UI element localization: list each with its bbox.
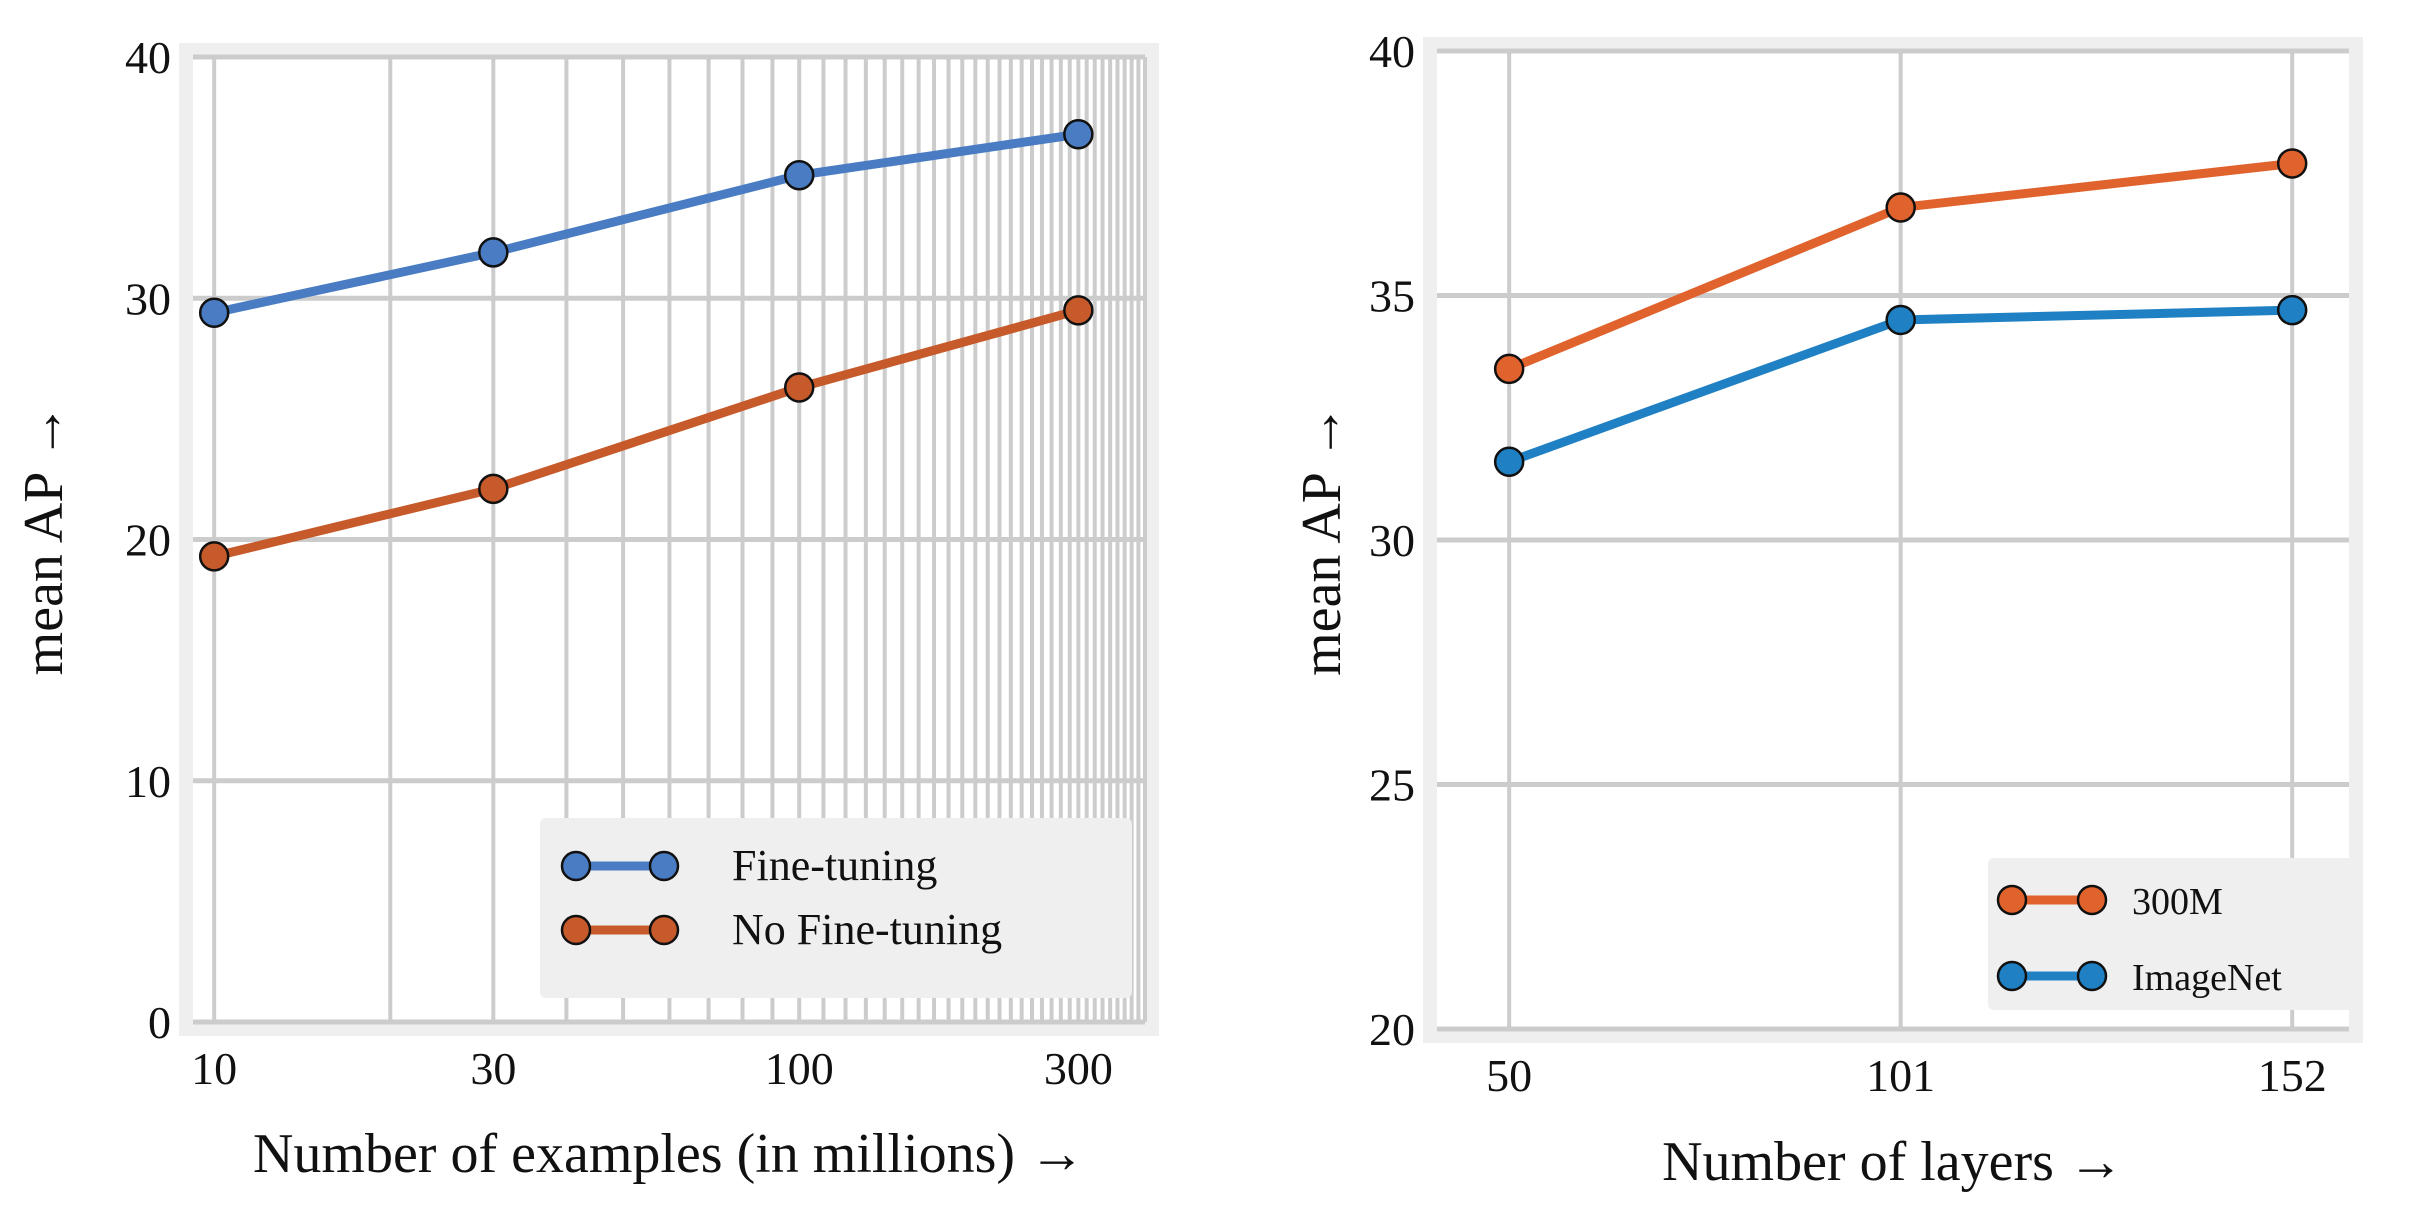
y-tick-label: 30	[125, 273, 171, 324]
data-point	[478, 237, 509, 268]
x-axis-label: Number of layers →	[1662, 1131, 2124, 1193]
legend-marker	[1996, 960, 2028, 992]
y-tick-label: 0	[148, 997, 171, 1048]
y-tick-label: 35	[1369, 271, 1415, 322]
chart-panel-2: 20 25 30 35 40 50 101 152 Number of layers → mean…	[1291, 26, 2363, 1193]
legend: Fine-tuning No Fine-tuning	[540, 818, 1132, 998]
data-point	[2276, 148, 2308, 179]
legend-marker	[2076, 960, 2108, 992]
data-point	[1063, 295, 1094, 326]
y-tick-label: 40	[125, 32, 171, 83]
legend-box	[540, 818, 1132, 998]
y-tick-label: 10	[125, 756, 171, 807]
y-tick-label: 30	[1369, 515, 1415, 566]
data-point	[2276, 294, 2308, 326]
data-point	[1493, 446, 1525, 478]
legend-marker	[2076, 884, 2108, 916]
series-line-no-fine-tuning	[213, 305, 1080, 561]
x-tick-label: 101	[1866, 1050, 1935, 1101]
x-tick-label: 10	[191, 1043, 237, 1094]
legend-marker	[1996, 884, 2028, 916]
legend-label: No Fine-tuning	[732, 905, 1002, 954]
series-line-fine-tuning	[213, 129, 1079, 318]
data-point	[783, 372, 815, 403]
legend: 300M ImageNet	[1988, 858, 2358, 1010]
data-point	[478, 473, 509, 505]
legend-label: Fine-tuning	[732, 841, 937, 890]
legend-label: 300M	[2132, 881, 2223, 923]
y-tick-label: 40	[1369, 26, 1415, 77]
data-point	[198, 541, 230, 572]
y-axis-label: mean AP →	[13, 404, 75, 676]
x-tick-label: 300	[1044, 1043, 1113, 1094]
x-tick-label: 50	[1486, 1050, 1532, 1101]
legend-label: ImageNet	[2132, 957, 2282, 999]
data-point	[783, 159, 815, 191]
legend-marker	[560, 850, 592, 882]
y-tick-label: 20	[125, 515, 171, 566]
data-point	[1885, 192, 1916, 223]
data-point	[198, 297, 230, 328]
x-tick-label: 152	[2258, 1050, 2327, 1101]
legend-marker	[560, 914, 592, 946]
legend-marker	[648, 850, 680, 882]
x-tick-label: 30	[470, 1043, 516, 1094]
x-axis-label: Number of examples (in millions) →	[253, 1123, 1085, 1185]
legend-marker	[648, 914, 680, 946]
y-tick-label: 25	[1369, 760, 1415, 811]
data-point	[1493, 353, 1525, 385]
x-tick-label: 100	[765, 1043, 834, 1094]
data-point	[1063, 118, 1094, 150]
y-tick-label: 20	[1369, 1004, 1415, 1055]
data-point	[1885, 304, 1916, 336]
chart-panel-1: 0 10 20 30 40 10 30 100 300 Number of examples (i…	[13, 32, 1159, 1185]
y-axis-label: mean AP →	[1291, 404, 1353, 676]
